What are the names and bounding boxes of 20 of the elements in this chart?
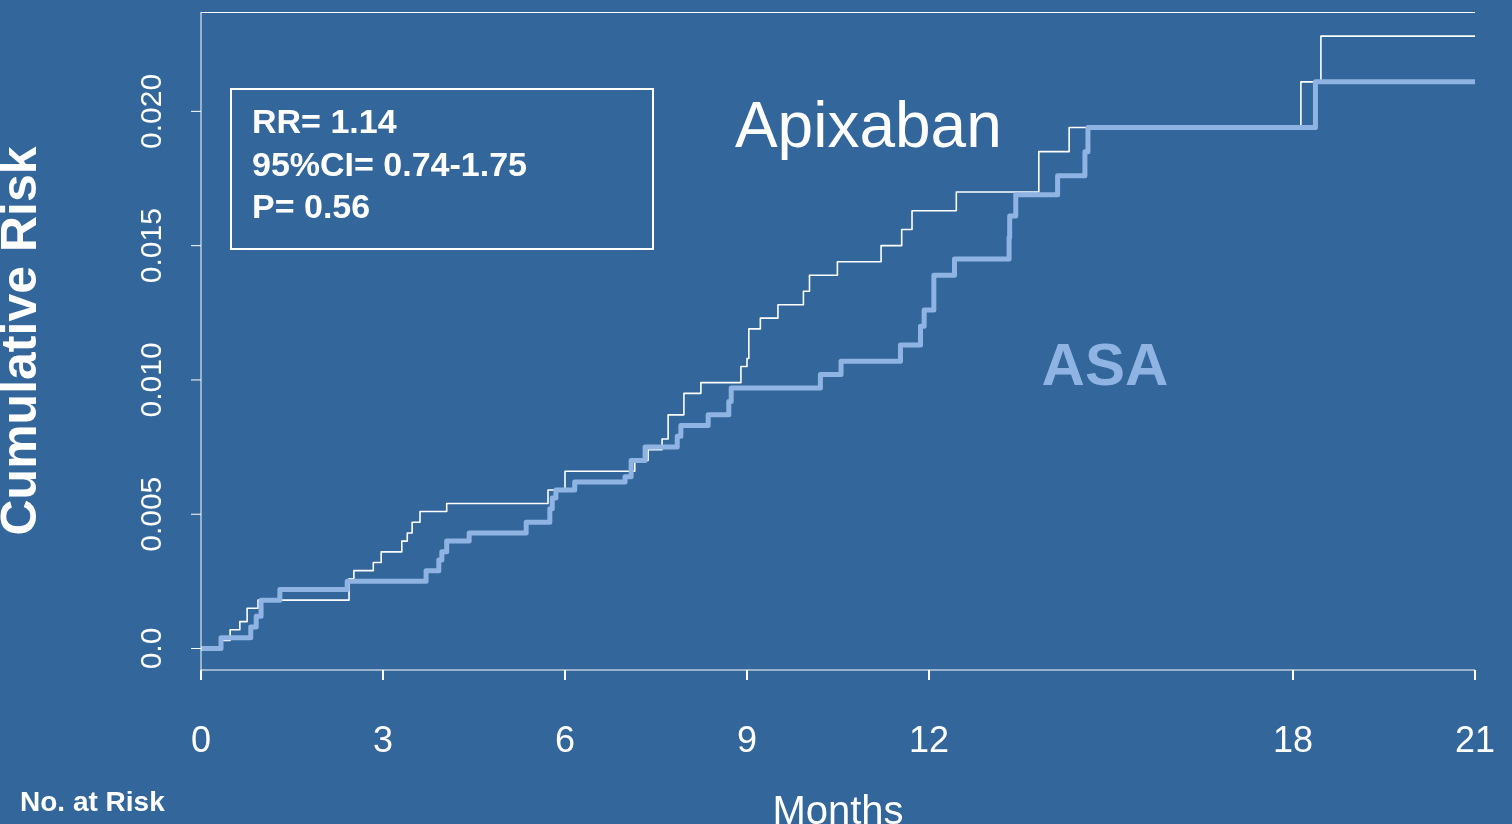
y-axis-title: Cumulative Risk — [0, 146, 47, 536]
x-tick-label: 6 — [554, 719, 576, 760]
y-tick-label: 0.005 — [134, 476, 167, 552]
y-tick-label: 0.020 — [134, 73, 167, 149]
x-tick-label: 21 — [1453, 719, 1496, 760]
text: No. at Risk — [20, 786, 165, 818]
annotation: P= 0.56 — [252, 186, 372, 227]
y-tick-label: 0.015 — [134, 208, 167, 284]
x-axis-title: Months — [772, 788, 904, 824]
series-label: Apixaban — [733, 88, 1003, 161]
x-tick-label: 12 — [907, 719, 950, 760]
annotation: 95%CI= 0.74-1.75 — [252, 143, 529, 185]
series-label: ASA — [1040, 330, 1170, 398]
y-tick-label: 0.010 — [134, 342, 167, 418]
annotation: RR= 1.14 — [252, 101, 398, 142]
x-tick-label: 18 — [1271, 719, 1314, 760]
x-tick-label: 0 — [190, 719, 212, 760]
x-tick-label: 9 — [736, 719, 758, 760]
x-tick-label: 3 — [372, 719, 394, 760]
y-tick-label: 0.0 — [134, 627, 167, 670]
